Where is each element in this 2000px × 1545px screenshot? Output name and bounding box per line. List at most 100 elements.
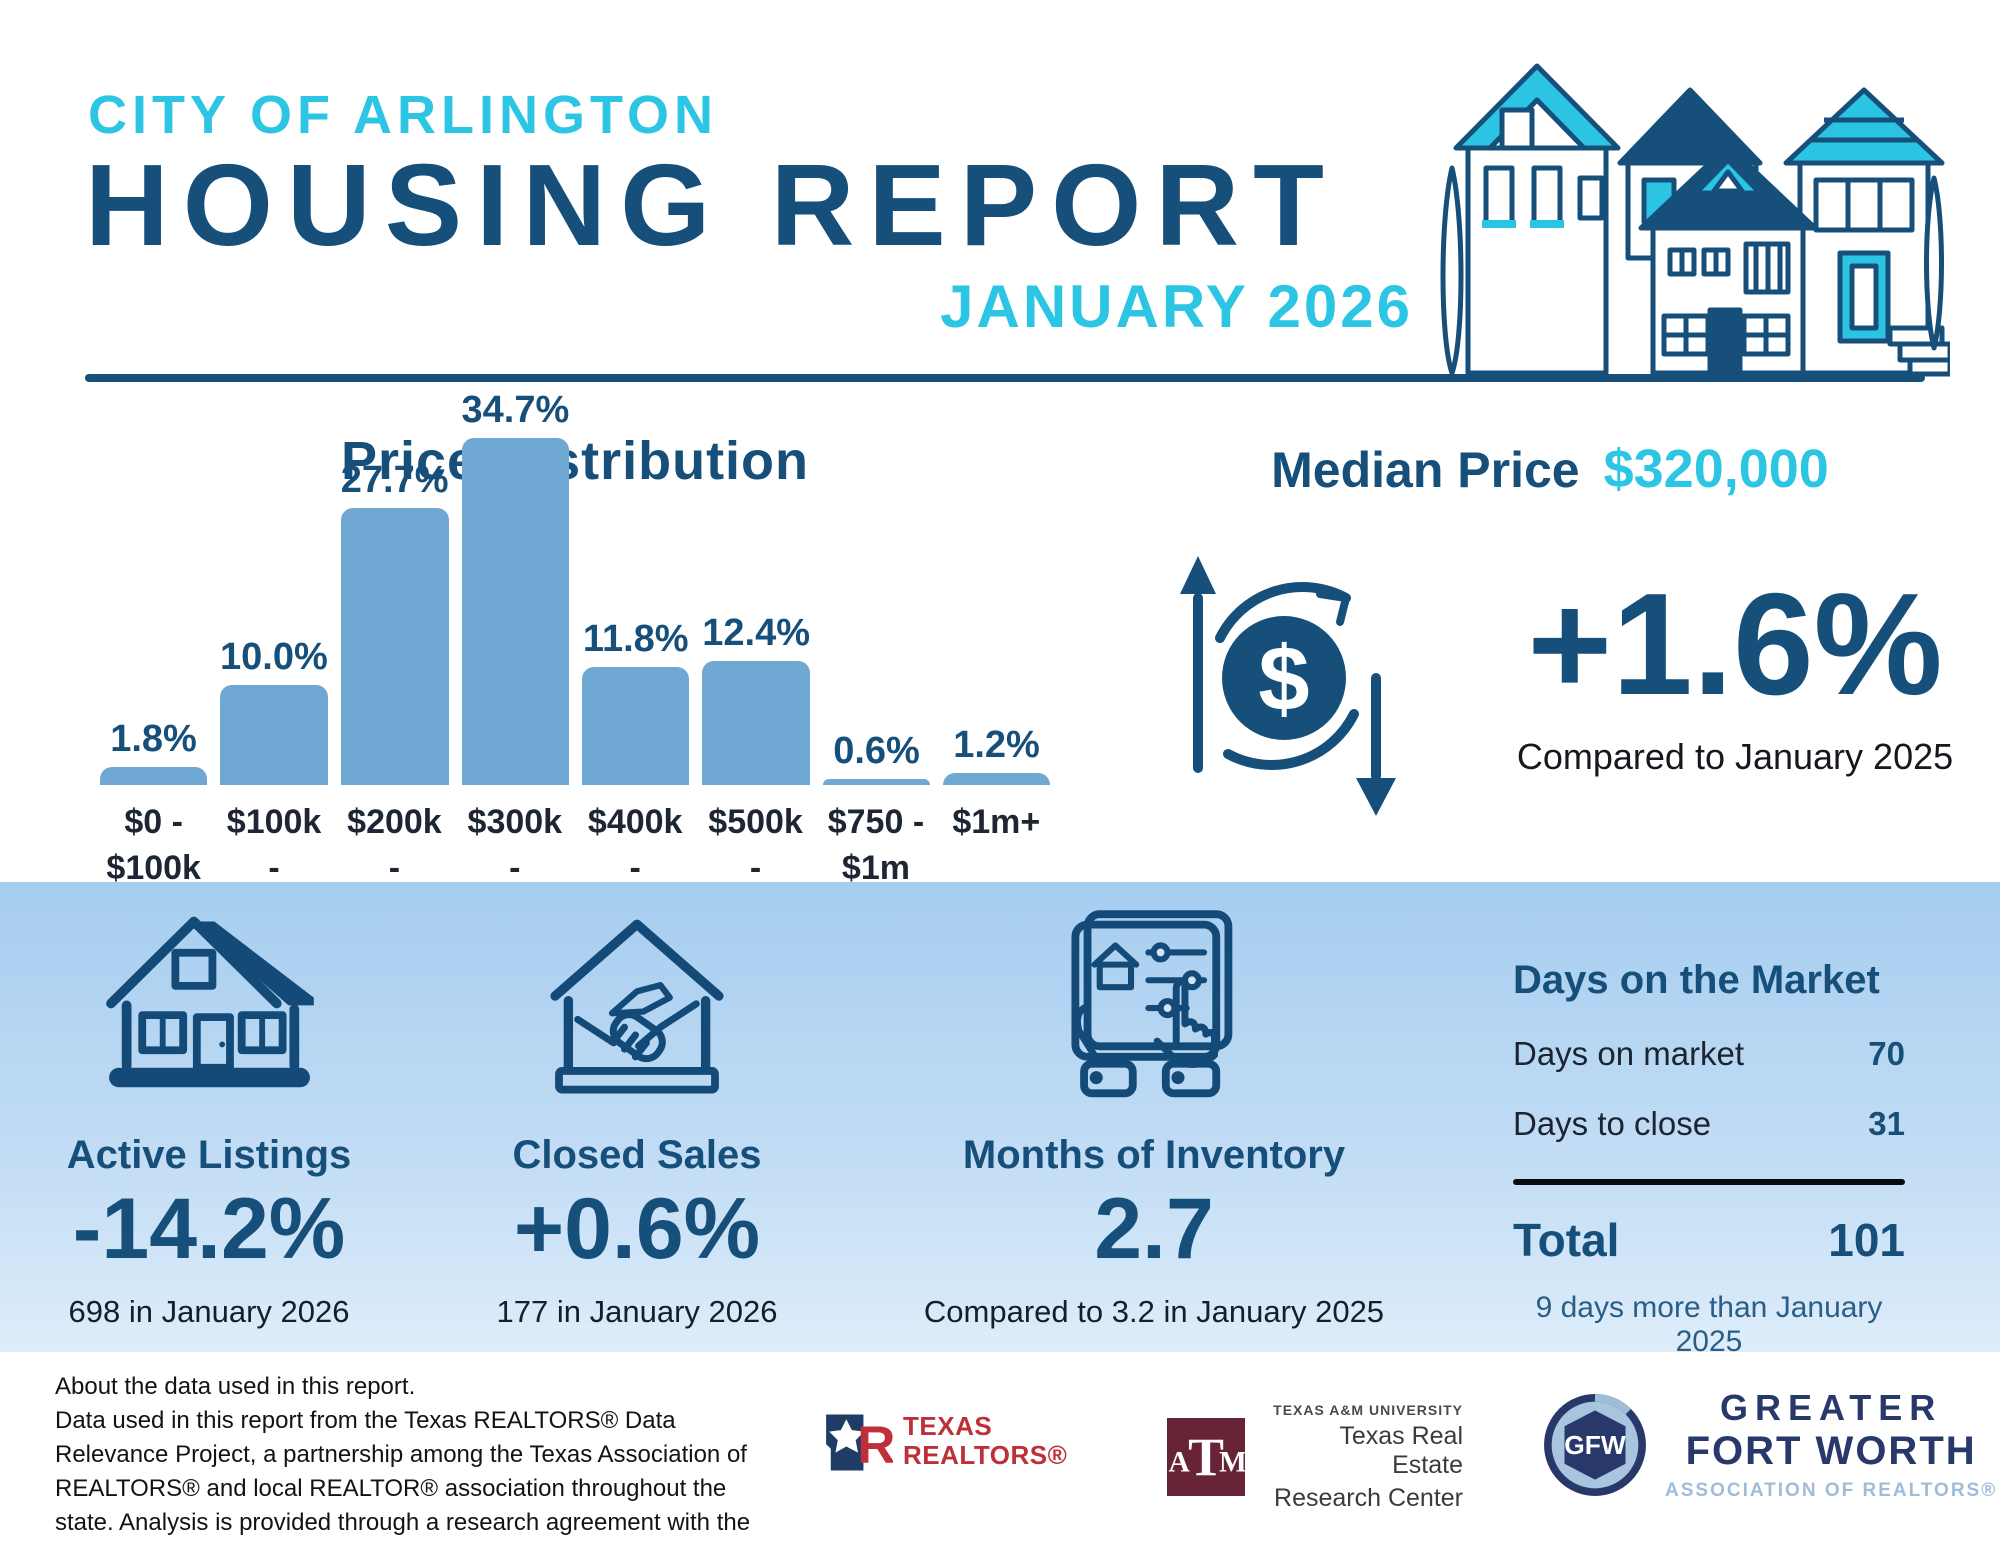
closed-sales-title: Closed Sales: [512, 1133, 762, 1177]
texas-realtors-logo: R TEXAS REALTORS®: [823, 1408, 1067, 1474]
active-listings-panel: Active Listings -14.2% 698 in January 20…: [0, 882, 418, 1352]
closed-sales-change: +0.6%: [513, 1181, 761, 1277]
price-change-icon: $: [1168, 528, 1408, 823]
bar: [100, 767, 207, 785]
svg-text:R: R: [857, 1416, 893, 1474]
days-row-value: 70: [1868, 1035, 1905, 1072]
bar-column: 1.8%: [100, 718, 207, 785]
svg-text:T: T: [1188, 1427, 1224, 1487]
median-change-value: +1.6%: [1527, 563, 1943, 725]
house-icon: [97, 904, 322, 1099]
gfw-text: GREATER FORT WORTH ASSOCIATION OF REALTO…: [1665, 1388, 1997, 1502]
bar-value-label: 11.8%: [582, 618, 689, 660]
bar-category-label: $750 - $1m: [827, 803, 925, 887]
bar: [943, 773, 1050, 785]
svg-text:A: A: [1168, 1447, 1190, 1479]
bar: [461, 438, 570, 785]
svg-text:M: M: [1219, 1447, 1245, 1479]
report-city: CITY OF ARLINGTON: [88, 85, 719, 145]
gfw-line3: ASSOCIATION OF REALTORS®: [1665, 1479, 1998, 1501]
days-on-market-panel: Days on the Market Days on market 70 Days …: [1513, 958, 1905, 1359]
tamu-line1: TEXAS A&M UNIVERSITY: [1273, 1402, 1463, 1418]
gfw-line2: FORT WORTH: [1685, 1428, 1977, 1473]
active-listings-change: -14.2%: [72, 1181, 346, 1277]
about-data-text: About the data used in this report. Data…: [55, 1370, 780, 1545]
chart-title: Price Distribution: [340, 431, 810, 491]
bar-column: 11.8%: [582, 618, 690, 785]
header-divider-line: [85, 374, 1925, 382]
tablet-sliders-icon: [1037, 904, 1272, 1099]
days-rows: Days on market 70 Days to close 31: [1513, 1035, 1905, 1143]
bar-chart: 1.8% 10.0% 27.7% 34.7% 11.8% 12.4% 0.6% 1.2%: [100, 385, 1050, 785]
bar: [220, 685, 328, 785]
bar-value-label: 12.4%: [702, 612, 810, 654]
price-distribution-section: Price Distribution: [100, 430, 1050, 492]
gfw-mark-icon: GFW: [1544, 1393, 1646, 1496]
stats-band: Active Listings -14.2% 698 in January 20…: [0, 882, 2000, 1352]
svg-text:GFW: GFW: [1564, 1430, 1626, 1460]
bar-value-label: 10.0%: [220, 636, 328, 678]
bar-value-label: 1.8%: [110, 718, 197, 760]
houses-illustration-svg: [1440, 63, 1953, 377]
dollar-arrows-icon: $: [1180, 556, 1396, 816]
tamu-mark-icon: A T M: [1167, 1418, 1245, 1497]
bar-column: 10.0%: [220, 636, 328, 785]
gfw-logo: GFW GREATER FORT WORTH ASSOCIATION OF RE…: [1543, 1388, 1997, 1502]
bar-column: 12.4%: [702, 612, 810, 785]
active-listings-detail: 698 in January 2026: [68, 1294, 350, 1329]
months-inventory-detail: Compared to 3.2 in January 2025: [923, 1294, 1385, 1329]
tamu-line3: Research Center: [1274, 1483, 1463, 1512]
months-inventory-value: 2.7: [1094, 1181, 1214, 1277]
tamu-logo: A T M TEXAS A&M UNIVERSITY Texas Real Es…: [1167, 1402, 1463, 1512]
bar-value-label: 27.7%: [340, 459, 449, 501]
texas-realtors-line2: REALTORS®: [903, 1440, 1068, 1470]
bar: [340, 508, 449, 785]
report-period: JANUARY 2026: [940, 273, 1413, 340]
bar: [823, 779, 930, 785]
median-price-label: Median Price: [1271, 442, 1580, 498]
months-inventory-panel: Months of Inventory 2.7 Compared to 3.2 …: [856, 882, 1452, 1352]
closed-sales-panel: Closed Sales +0.6% 177 in January 2026: [418, 882, 856, 1352]
texas-realtors-mark-icon: R: [826, 1414, 893, 1474]
days-row: Days on market 70: [1513, 1035, 1905, 1073]
median-price-value: $320,000: [1603, 439, 1829, 499]
bar-column: 0.6%: [823, 730, 930, 785]
bar-category-label: $1m+: [952, 803, 1041, 841]
bar-column: 34.7%: [461, 389, 570, 785]
gfw-line1: GREATER: [1719, 1387, 1943, 1428]
texas-realtors-line1: TEXAS: [903, 1411, 993, 1442]
months-inventory-title: Months of Inventory: [962, 1133, 1346, 1177]
days-on-market-title: Days on the Market: [1513, 958, 1880, 1002]
days-row: Days to close 31: [1513, 1105, 1905, 1143]
bar: [702, 661, 810, 785]
svg-text:$: $: [1258, 628, 1309, 730]
closed-sales-detail: 177 in January 2026: [496, 1294, 778, 1329]
days-row-label: Days to close: [1513, 1105, 1712, 1142]
bar: [582, 667, 690, 785]
days-row-value: 31: [1868, 1105, 1905, 1142]
about-body: Data used in this report from the Texas …: [55, 1407, 751, 1545]
median-price-header: Median Price $320,000: [1150, 438, 1950, 500]
bar-column: 27.7%: [340, 459, 449, 785]
bar-value-label: 34.7%: [461, 389, 570, 431]
houses-illustration: [1438, 48, 1953, 383]
tamu-line2: Texas Real Estate: [1339, 1422, 1463, 1479]
days-total-row: Total 101: [1513, 1213, 1905, 1267]
days-total-value: 101: [1828, 1214, 1905, 1266]
bar-column: 1.2%: [943, 724, 1050, 785]
days-divider-line: [1513, 1179, 1905, 1185]
about-title: About the data used in this report.: [55, 1373, 416, 1400]
median-compare-text: Compared to January 2025: [1516, 736, 1954, 777]
days-row-label: Days on market: [1513, 1035, 1745, 1072]
texas-realtors-text: TEXAS REALTORS®: [903, 1412, 1067, 1469]
page-title: HOUSING REPORT: [85, 140, 1338, 270]
bar-value-label: 0.6%: [833, 730, 920, 772]
days-total-label: Total: [1513, 1214, 1620, 1266]
active-listings-title: Active Listings: [66, 1133, 352, 1177]
bar-value-label: 1.2%: [953, 724, 1040, 766]
days-note: 9 days more than January 2025: [1535, 1291, 1883, 1358]
handshake-house-icon: [522, 904, 752, 1099]
bar-category-label: $0 - $100k: [106, 803, 201, 887]
tamu-text: TEXAS A&M UNIVERSITY Texas Real Estate R…: [1263, 1402, 1463, 1512]
